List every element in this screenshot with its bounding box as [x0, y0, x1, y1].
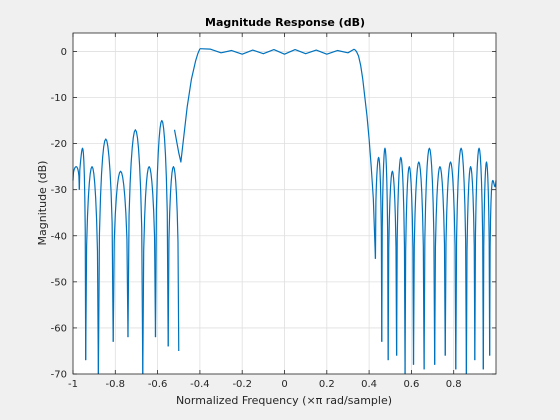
x-tick-label: 0.2: [319, 379, 335, 390]
x-tick-label: -0.8: [106, 379, 126, 390]
stopband-sidelobe: [167, 166, 180, 351]
x-tick-label: 0.4: [361, 379, 377, 390]
y-axis-label: Magnitude (dB): [36, 161, 49, 246]
stopband-sidelobe: [423, 147, 436, 370]
passband-ripple: [199, 48, 355, 55]
stopband-sidelobe: [142, 166, 157, 375]
transition-edge: [353, 48, 377, 259]
x-tick-label: 0.8: [446, 379, 462, 390]
x-tick-label: -1: [68, 379, 78, 390]
stopband-sidelobe: [85, 166, 99, 375]
x-axis-label: Normalized Frequency (×π rad/sample): [176, 394, 392, 407]
stopband-sidelobe: [404, 166, 415, 375]
stopband-sidelobe: [374, 156, 383, 342]
x-tick-label: 0.6: [403, 379, 419, 390]
stopband-sidelobe: [474, 147, 484, 370]
x-tick-label: -0.2: [232, 379, 252, 390]
chart-title: Magnitude Response (dB): [205, 16, 365, 29]
stopband-sidelobe: [434, 166, 446, 365]
stopband-sidelobe: [412, 161, 425, 370]
y-tick-label: -50: [51, 277, 67, 288]
stopband-sidelobe: [381, 147, 389, 361]
series-group: [72, 48, 497, 375]
y-tick-label: -10: [51, 93, 67, 104]
y-tick-label: -40: [51, 231, 67, 242]
stopband-sidelobe: [482, 161, 491, 370]
y-tick-label: -30: [51, 185, 67, 196]
x-tick-label: -0.4: [190, 379, 210, 390]
y-tick-label: -20: [51, 139, 67, 150]
stopband-sidelobe: [489, 179, 497, 356]
stopband-sidelobe: [465, 166, 476, 375]
y-tick-label: 0: [61, 47, 67, 58]
stopband-sidelobe: [112, 170, 129, 342]
grid-lines: [72, 33, 496, 375]
stopband-sidelobe: [455, 147, 467, 375]
stopband-sidelobe: [127, 129, 144, 375]
x-tick-label: -0.6: [148, 379, 168, 390]
stopband-sidelobe: [154, 119, 169, 347]
stopband-sidelobe: [387, 170, 398, 361]
y-tick-label: -60: [51, 323, 67, 334]
x-tick-label: 0: [281, 379, 287, 390]
stopband-sidelobe: [396, 156, 406, 375]
transition-edge: [173, 48, 201, 163]
stopband-sidelobe: [97, 138, 114, 375]
stopband-sidelobe: [72, 166, 80, 190]
stopband-sidelobe: [78, 147, 87, 361]
stopband-sidelobe: [444, 161, 457, 370]
y-tick-label: -70: [51, 370, 67, 381]
ticks-group: -1 -0.8 -0.6 -0.4 -0.2 0 0.2 0.4 0.6 0.8 0 -10 -20 -3…: [51, 33, 496, 390]
